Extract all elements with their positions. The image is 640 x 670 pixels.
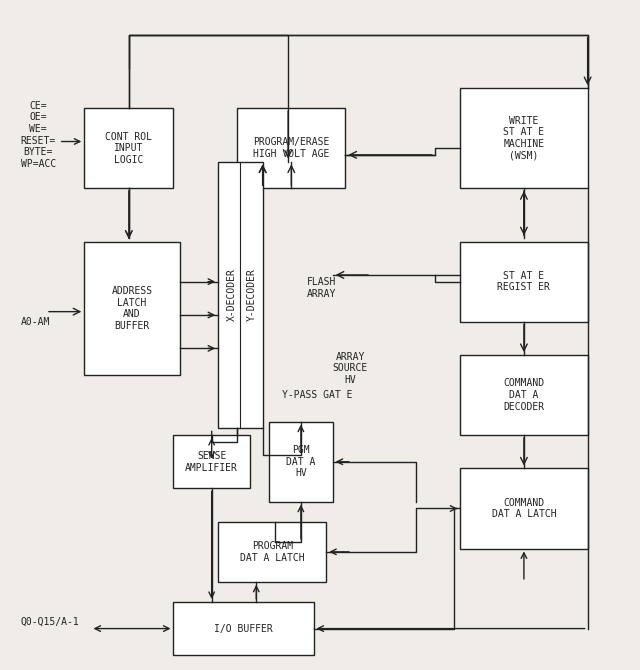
FancyBboxPatch shape xyxy=(460,242,588,322)
Text: PGM
DAT A
HV: PGM DAT A HV xyxy=(286,445,316,478)
Text: SENSE
AMPLIFIER: SENSE AMPLIFIER xyxy=(185,451,238,472)
FancyBboxPatch shape xyxy=(269,421,333,502)
Text: X-DECODER: X-DECODER xyxy=(227,269,236,322)
FancyBboxPatch shape xyxy=(237,108,346,188)
Text: A0-AM: A0-AM xyxy=(20,317,50,327)
FancyBboxPatch shape xyxy=(460,355,588,435)
Text: CONT ROL
INPUT
LOGIC: CONT ROL INPUT LOGIC xyxy=(106,131,152,165)
Text: PROGRAM/ERASE
HIGH VOLT AGE: PROGRAM/ERASE HIGH VOLT AGE xyxy=(253,137,330,159)
FancyBboxPatch shape xyxy=(218,161,262,428)
Text: Y-PASS GAT E: Y-PASS GAT E xyxy=(282,390,352,400)
FancyBboxPatch shape xyxy=(173,602,314,655)
Text: WRITE
ST AT E
MACHINE
(WSM): WRITE ST AT E MACHINE (WSM) xyxy=(503,116,545,161)
Text: Y-DECODER: Y-DECODER xyxy=(246,269,257,322)
Text: Q0-Q15/A-1: Q0-Q15/A-1 xyxy=(20,617,79,627)
Text: I/O BUFFER: I/O BUFFER xyxy=(214,624,273,634)
FancyBboxPatch shape xyxy=(173,435,250,488)
FancyBboxPatch shape xyxy=(84,108,173,188)
FancyBboxPatch shape xyxy=(460,88,588,188)
FancyBboxPatch shape xyxy=(84,242,180,375)
Text: COMMAND
DAT A LATCH: COMMAND DAT A LATCH xyxy=(492,498,556,519)
Text: ST AT E
REGIST ER: ST AT E REGIST ER xyxy=(497,271,550,292)
Text: COMMAND
DAT A
DECODER: COMMAND DAT A DECODER xyxy=(503,379,545,411)
FancyBboxPatch shape xyxy=(460,468,588,549)
Text: PROGRAM
DAT A LATCH: PROGRAM DAT A LATCH xyxy=(240,541,305,563)
Text: ADDRESS
LATCH
AND
BUFFER: ADDRESS LATCH AND BUFFER xyxy=(111,286,152,331)
FancyBboxPatch shape xyxy=(218,522,326,582)
Text: ARRAY
SOURCE
HV: ARRAY SOURCE HV xyxy=(333,352,368,385)
Text: FLASH
ARRAY: FLASH ARRAY xyxy=(307,277,337,299)
Text: CE=
OE=
WE=
RESET=
BYTE=
WP=ACC: CE= OE= WE= RESET= BYTE= WP=ACC xyxy=(20,100,56,169)
